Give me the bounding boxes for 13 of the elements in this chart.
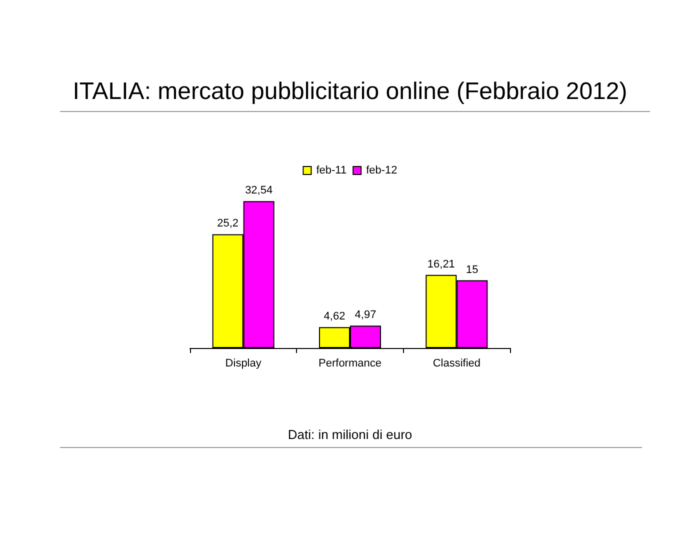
x-tick-label: Performance xyxy=(318,358,382,370)
legend-label: feb-12 xyxy=(366,164,398,176)
data-label: 4,97 xyxy=(354,309,376,322)
data-label: 32,54 xyxy=(245,184,273,197)
data-label: 25,2 xyxy=(217,218,239,230)
chart-title: ITALIA: mercato pubblicitario online (Febbraio 2012) xyxy=(72,78,628,106)
legend-label: feb-11 xyxy=(316,164,347,176)
data-label: 16,21 xyxy=(427,258,455,270)
data-label: 15 xyxy=(466,264,478,276)
data-label: 4,62 xyxy=(324,310,346,323)
x-tick-label: Display xyxy=(225,358,262,370)
x-tick-label: Classified xyxy=(432,358,481,370)
text: Dati: in milioni di euro xyxy=(286,427,414,442)
